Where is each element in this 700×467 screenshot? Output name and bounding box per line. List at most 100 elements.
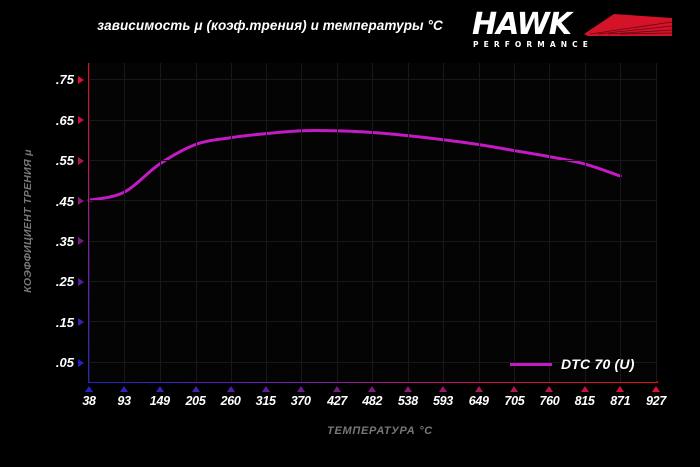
y-tick-label: .35 <box>55 233 74 249</box>
legend-swatch-dtc-70-u <box>510 362 552 366</box>
gridline-vertical <box>549 63 550 382</box>
x-tick-arrow-icon <box>438 386 447 392</box>
x-tick-705: 705 <box>492 386 536 408</box>
x-tick-label: 149 <box>149 394 170 408</box>
x-tick-arrow-icon <box>403 386 412 392</box>
gridline-horizontal <box>89 160 656 161</box>
gridline-horizontal <box>89 79 656 80</box>
y-tick-75: .75 <box>26 71 84 89</box>
page-title: зависимость μ (коэф.трения) и температур… <box>97 18 443 33</box>
x-axis-title: ТЕМПЕРАТУРА °C <box>327 425 433 437</box>
y-axis-title: КОЭФФИЦИЕНТ ТРЕНИЯ μ <box>22 149 34 293</box>
x-tick-93: 93 <box>102 386 146 408</box>
x-tick-arrow-icon <box>261 386 270 392</box>
y-tick-arrow-icon <box>78 318 84 327</box>
y-tick-35: .35 <box>26 233 84 251</box>
x-tick-label: 205 <box>185 394 206 408</box>
y-tick-45: .45 <box>26 192 84 210</box>
gridline-horizontal <box>89 362 656 363</box>
x-tick-arrow-icon <box>120 386 129 392</box>
x-tick-label: 649 <box>468 394 489 408</box>
x-tick-538: 538 <box>386 386 430 408</box>
gridline-vertical <box>124 63 125 382</box>
x-tick-arrow-icon <box>226 386 235 392</box>
x-tick-871: 871 <box>598 386 642 408</box>
gridline-vertical <box>231 63 232 382</box>
y-tick-15: .15 <box>26 313 84 331</box>
x-tick-label: 538 <box>397 394 418 408</box>
x-tick-149: 149 <box>138 386 182 408</box>
hawk-wing-swoosh-icon <box>584 14 673 36</box>
x-tick-arrow-icon <box>474 386 483 392</box>
x-tick-label: 760 <box>539 394 560 408</box>
x-tick-label: 482 <box>362 394 383 408</box>
logo-subtitle: PERFORMANCE <box>473 40 593 49</box>
x-tick-label: 370 <box>290 394 311 408</box>
y-tick-arrow-icon <box>78 277 84 286</box>
gridline-horizontal <box>89 321 656 322</box>
y-tick-label: .75 <box>55 72 74 88</box>
x-tick-label: 871 <box>610 394 631 408</box>
gridline-horizontal <box>89 241 656 242</box>
x-tick-label: 315 <box>255 394 276 408</box>
gridline-vertical <box>372 63 373 382</box>
y-tick-arrow-icon <box>78 116 84 125</box>
gridline-vertical <box>266 63 267 382</box>
x-tick-315: 315 <box>244 386 288 408</box>
y-tick-label: .65 <box>55 112 74 128</box>
x-tick-label: 927 <box>646 394 666 408</box>
gridline-vertical <box>479 63 480 382</box>
x-tick-arrow-icon <box>580 386 589 392</box>
y-tick-label: .55 <box>55 153 74 169</box>
x-tick-arrow-icon <box>616 386 625 392</box>
x-tick-arrow-icon <box>85 386 93 392</box>
y-tick-arrow-icon <box>78 237 84 246</box>
gridline-vertical <box>89 63 90 382</box>
gridline-vertical <box>620 63 621 382</box>
y-tick-arrow-icon <box>78 358 84 367</box>
x-tick-label: 705 <box>504 394 525 408</box>
x-tick-260: 260 <box>209 386 253 408</box>
gridline-vertical <box>196 63 197 382</box>
y-tick-label: .15 <box>55 314 74 330</box>
x-tick-370: 370 <box>279 386 323 408</box>
y-tick-arrow-icon <box>78 156 84 165</box>
x-tick-593: 593 <box>421 386 465 408</box>
logo-wordmark: HAWK <box>472 7 572 42</box>
gridline-vertical <box>585 63 586 382</box>
gridline-vertical <box>443 63 444 382</box>
series-line-dtc-70-u <box>87 129 622 202</box>
legend: DTC 70 (U) <box>510 355 635 373</box>
gridline-horizontal <box>89 281 656 282</box>
x-tick-815: 815 <box>563 386 607 408</box>
hawk-performance-logo: HAWK PERFORMANCE <box>472 7 673 52</box>
x-tick-arrow-icon <box>191 386 200 392</box>
x-tick-arrow-icon <box>368 386 377 392</box>
gridline-vertical <box>514 63 515 382</box>
x-tick-arrow-icon <box>510 386 519 392</box>
y-tick-arrow-icon <box>78 75 84 84</box>
gridline-vertical <box>408 63 409 382</box>
gridline-vertical <box>337 63 338 382</box>
x-axis-line <box>88 381 658 383</box>
x-tick-arrow-icon <box>333 386 342 392</box>
y-tick-label: .05 <box>55 355 74 371</box>
legend-label-dtc-70-u: DTC 70 (U) <box>561 356 635 372</box>
x-tick-760: 760 <box>527 386 571 408</box>
y-tick-label: .25 <box>55 274 74 290</box>
gridline-vertical <box>160 63 161 382</box>
x-tick-label: 427 <box>327 394 348 408</box>
x-tick-label: 260 <box>220 394 241 408</box>
x-tick-482: 482 <box>350 386 394 408</box>
x-tick-label: 593 <box>432 394 453 408</box>
x-tick-205: 205 <box>174 386 218 408</box>
x-tick-arrow-icon <box>296 386 305 392</box>
gridline-vertical <box>301 63 302 382</box>
x-tick-arrow-icon <box>155 386 164 392</box>
x-tick-label: 93 <box>117 394 131 408</box>
y-tick-65: .65 <box>26 112 84 130</box>
y-tick-25: .25 <box>26 273 84 291</box>
y-tick-05: .05 <box>26 354 84 372</box>
x-tick-arrow-icon <box>545 386 554 392</box>
